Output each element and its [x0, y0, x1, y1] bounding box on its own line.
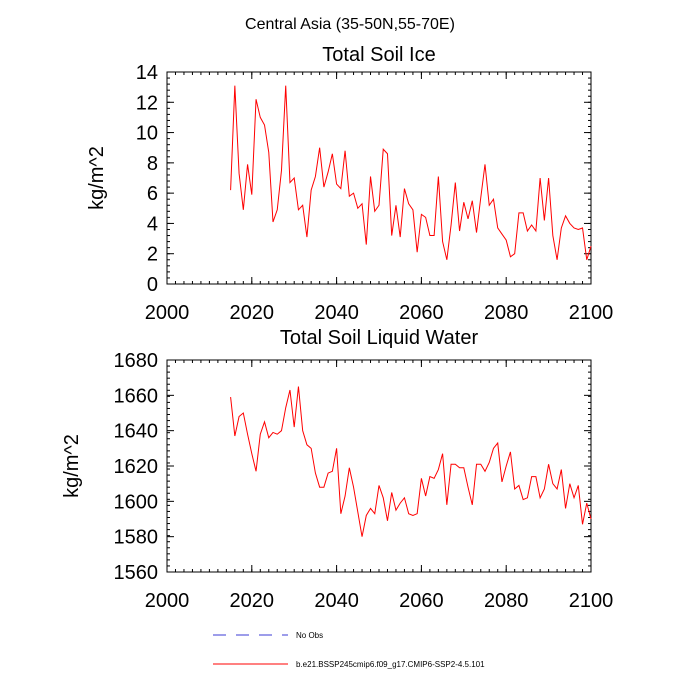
x-tick-label: 2080: [484, 590, 529, 612]
y-tick-label: 8: [147, 153, 158, 175]
panel-title: Total Soil Liquid Water: [280, 327, 479, 349]
x-tick-label: 2060: [399, 590, 444, 612]
y-tick-label: 6: [147, 183, 158, 205]
series-group: [230, 386, 592, 537]
y-tick-label: 0: [147, 274, 158, 296]
x-tick-label: 2100: [569, 302, 614, 324]
x-tick-label: 2060: [399, 302, 444, 324]
panel-total-soil-ice: Total Soil Ice kg/m^2 2000 2020 2040 2060 20…: [86, 44, 613, 324]
tick-group: 2000 2020 2040 2060 2080 2100 0 2 4 6 8 10 12 14: [136, 62, 614, 324]
y-tick-label: 1600: [114, 491, 159, 513]
y-tick-label: 1660: [114, 385, 159, 407]
plot-frame: [166, 359, 592, 573]
y-tick-label: 14: [136, 62, 158, 84]
y-tick-label: 4: [147, 213, 158, 235]
tick-group: 2000 2020 2040 2060 2080 2100 1560 1580 1600 1620…: [114, 350, 614, 612]
y-axis-label: kg/m^2: [61, 434, 83, 498]
y-tick-label: 1640: [114, 421, 159, 443]
y-tick-label: 1680: [114, 350, 159, 372]
x-tick-label: 2000: [145, 302, 190, 324]
x-tick-label: 2000: [145, 590, 190, 612]
series-line-model: [230, 85, 592, 260]
series-line-model: [230, 386, 592, 537]
y-tick-label: 1560: [114, 562, 159, 584]
x-tick-label: 2040: [314, 302, 359, 324]
x-tick-label: 2020: [230, 302, 275, 324]
y-tick-label: 1580: [114, 527, 159, 549]
series-group: [230, 85, 592, 260]
x-tick-label: 2020: [230, 590, 275, 612]
y-tick-label: 1620: [114, 456, 159, 478]
y-axis-label: kg/m^2: [86, 146, 108, 210]
figure-title: Central Asia (35-50N,55-70E): [245, 16, 455, 33]
y-tick-label: 12: [136, 92, 158, 114]
y-tick-label: 2: [147, 244, 158, 266]
panel-title: Total Soil Ice: [322, 44, 435, 66]
legend: No Obs b.e21.BSSP245cmip6.f09_g17.CMIP6-…: [213, 631, 485, 669]
panel-total-soil-liquid-water: Total Soil Liquid Water kg/m^2 2000 2020 2…: [61, 327, 613, 612]
legend-obs-label: No Obs: [296, 631, 323, 640]
y-tick-label: 10: [136, 123, 158, 145]
x-tick-label: 2080: [484, 302, 529, 324]
x-tick-label: 2100: [569, 590, 614, 612]
x-tick-label: 2040: [314, 590, 359, 612]
legend-model-label: b.e21.BSSP245cmip6.f09_g17.CMIP6-SSP2-4.…: [296, 660, 485, 669]
